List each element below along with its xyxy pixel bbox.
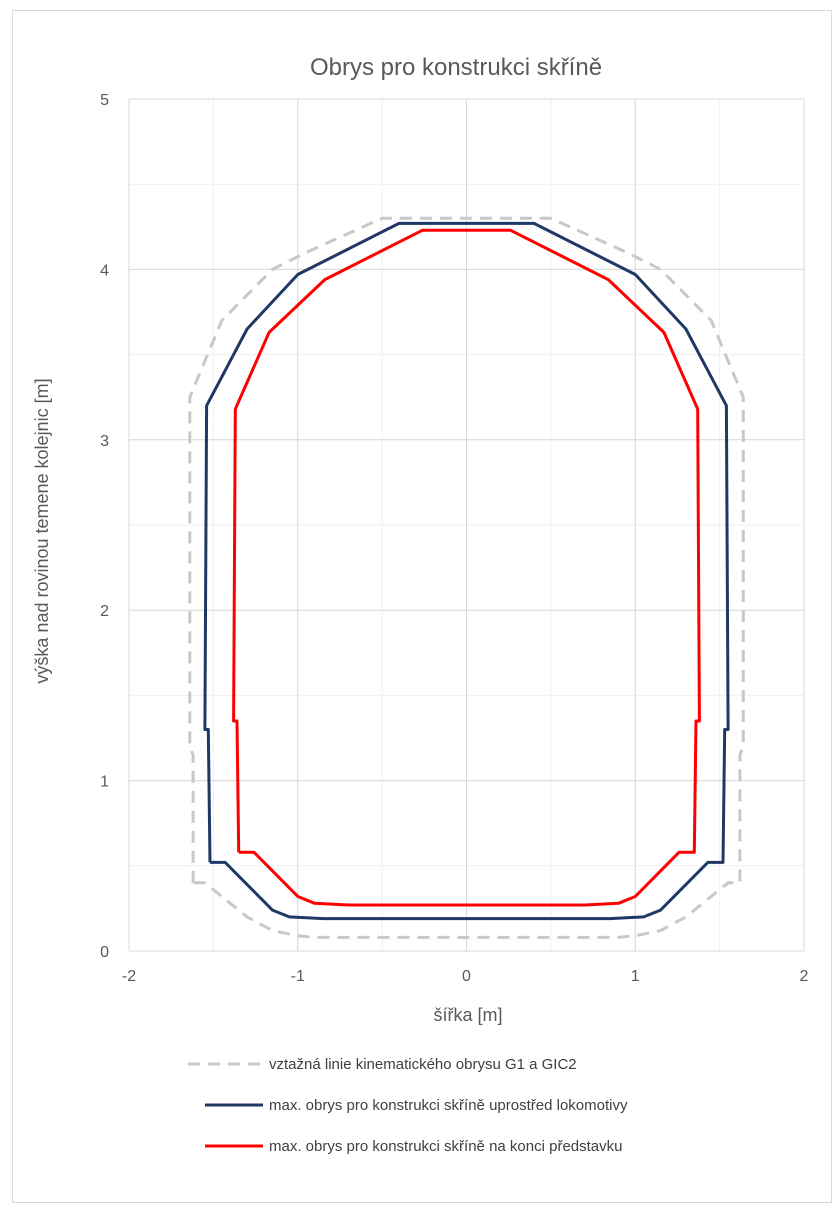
- x-tick-label: 2: [800, 968, 809, 985]
- series-layer: [188, 216, 745, 939]
- legend-item: vztažná linie kinematického obrysu G1 a …: [188, 1056, 577, 1073]
- y-tick-label: 1: [100, 774, 109, 791]
- series-line-2: [203, 221, 730, 921]
- x-tick-label: 1: [631, 968, 640, 985]
- y-tick-label: 0: [100, 944, 109, 961]
- y-tick-label: 2: [100, 603, 109, 620]
- grid: [128, 98, 805, 952]
- x-tick-label: 0: [462, 968, 471, 985]
- chart-title: Obrys pro konstrukci skříně: [310, 54, 602, 81]
- chart-svg: -2 -1 0 1 2 0 1 2 3 4 5 Obrys pro konstrukci skřín…: [32, 54, 809, 1155]
- x-axis-title: šířka [m]: [433, 1005, 502, 1025]
- legend-item: max. obrys pro konstrukci skříně na konc…: [205, 1138, 622, 1155]
- x-tick-label: -2: [122, 968, 136, 985]
- legend-label: vztažná linie kinematického obrysu G1 a …: [269, 1056, 577, 1073]
- chart-frame: -2 -1 0 1 2 0 1 2 3 4 5 Obrys pro konstrukci skřín…: [12, 10, 832, 1203]
- y-tick-label: 4: [100, 262, 109, 279]
- legend-label: max. obrys pro konstrukci skříně na konc…: [269, 1138, 622, 1155]
- y-axis-title: výška nad rovinou temene kolejnic [m]: [32, 378, 52, 683]
- legend-item: max. obrys pro konstrukci skříně uprostř…: [205, 1097, 628, 1114]
- tick-labels: -2 -1 0 1 2 0 1 2 3 4 5: [100, 92, 808, 985]
- series-line-1: [188, 216, 745, 939]
- legend: vztažná linie kinematického obrysu G1 a …: [188, 1056, 628, 1155]
- legend-label: max. obrys pro konstrukci skříně uprostř…: [269, 1097, 628, 1114]
- y-tick-label: 3: [100, 433, 109, 450]
- y-tick-label: 5: [100, 92, 109, 109]
- series-line-3: [232, 228, 701, 907]
- x-tick-label: -1: [291, 968, 305, 985]
